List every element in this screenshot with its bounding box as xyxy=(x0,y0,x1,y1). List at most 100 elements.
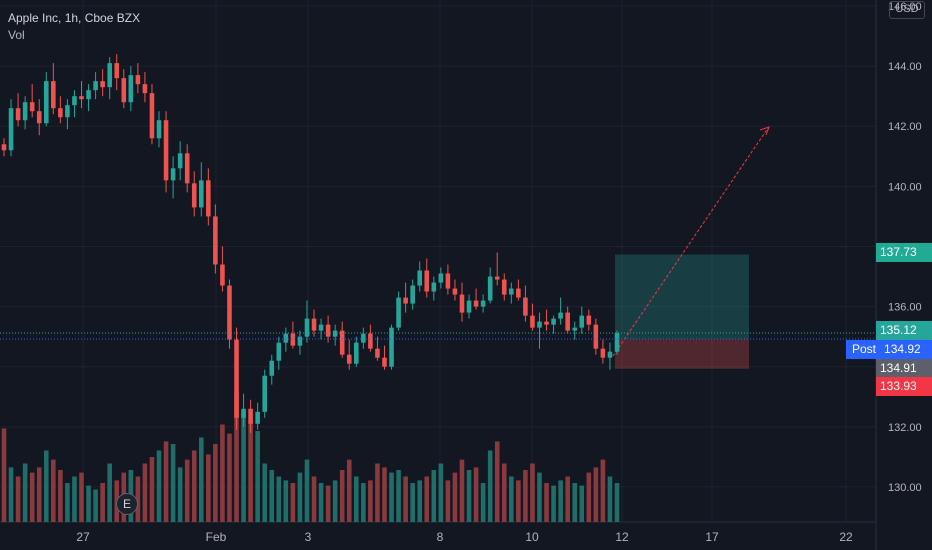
candle-body xyxy=(466,300,472,313)
candle-body xyxy=(389,327,394,367)
volume-bar xyxy=(389,472,394,522)
volume-bar xyxy=(354,476,359,522)
earnings-marker[interactable]: E xyxy=(116,493,138,515)
time-tick-label: 22 xyxy=(839,530,853,544)
candle-body xyxy=(29,102,35,112)
volume-bar xyxy=(523,470,528,522)
volume-bar xyxy=(311,476,317,522)
volume-bar xyxy=(234,392,239,522)
price-tick-label: 140.00 xyxy=(888,181,922,193)
volume-bar xyxy=(544,483,549,522)
entry-price-tag: 134.91 xyxy=(876,359,932,378)
candle-body xyxy=(509,288,514,295)
candle-body xyxy=(255,411,260,424)
volume-bar xyxy=(417,480,423,522)
loss-zone xyxy=(615,339,749,369)
candle-body xyxy=(480,300,486,307)
candle-body xyxy=(163,120,169,181)
time-tick-label: 8 xyxy=(437,530,444,544)
volume-bar xyxy=(290,483,296,522)
candle-body xyxy=(311,318,317,331)
profit-zone xyxy=(615,254,749,340)
projection-arrowhead xyxy=(759,126,770,136)
candle-body xyxy=(516,288,521,298)
candle-body xyxy=(198,180,204,208)
candle-body xyxy=(473,300,479,307)
price-lines xyxy=(0,332,876,340)
candle-body xyxy=(304,318,310,337)
candle-body xyxy=(424,270,430,292)
candle-body xyxy=(142,84,148,94)
volume-bar xyxy=(558,480,563,522)
candle-body xyxy=(86,90,91,100)
candle-body xyxy=(227,285,232,340)
post-label: Post xyxy=(852,342,877,356)
volume-bar xyxy=(51,459,56,522)
volume-bar xyxy=(29,472,35,522)
candle-body xyxy=(558,312,563,319)
price-tick-label: 146.00 xyxy=(888,1,922,13)
candle-body xyxy=(530,315,535,328)
candle-body xyxy=(297,336,303,346)
candle-body xyxy=(290,333,296,346)
volume-bar xyxy=(191,450,197,522)
time-tick-label: 10 xyxy=(525,530,539,544)
candle-body xyxy=(100,81,105,88)
volume-bar xyxy=(431,470,437,522)
candle-body xyxy=(614,333,620,352)
volume-bar xyxy=(149,457,155,522)
volume-bar xyxy=(43,450,49,522)
post-value: 134.92 xyxy=(884,342,921,356)
candle-body xyxy=(156,120,162,139)
candle-body xyxy=(417,270,423,286)
candle-body xyxy=(431,282,437,292)
candle-body xyxy=(36,111,42,124)
candle-body xyxy=(177,153,183,169)
volume-bar xyxy=(530,463,535,522)
volume-bar xyxy=(424,476,430,522)
time-tick-label: 3 xyxy=(305,530,312,544)
long-position-tool[interactable] xyxy=(612,126,770,369)
volume-bar xyxy=(269,470,275,522)
currency-selector[interactable]: USD xyxy=(889,1,925,19)
volume-bar xyxy=(382,467,387,522)
candle-body xyxy=(494,276,500,280)
volume-bar xyxy=(565,476,570,522)
volume-bar xyxy=(283,480,289,522)
candle-body xyxy=(544,321,549,325)
candle-body xyxy=(607,351,613,358)
chart-legend: Apple Inc, 1h, Cboe BZX Vol xyxy=(8,10,140,44)
volume-legend[interactable]: Vol xyxy=(8,28,25,42)
candle-body xyxy=(114,63,120,79)
volume-bars xyxy=(1,392,620,522)
candle-body xyxy=(72,96,77,106)
candle-body xyxy=(283,333,289,343)
post-market-tag: Post 134.92 xyxy=(846,340,932,359)
time-axis[interactable]: 27 Feb 3 8 10 12 17 22 xyxy=(76,530,853,544)
volume-bar xyxy=(135,476,141,522)
volume-bar xyxy=(537,472,542,522)
volume-bar xyxy=(445,480,451,522)
stop-price-tag: 133.93 xyxy=(876,377,932,396)
volume-bar xyxy=(607,476,613,522)
volume-bar xyxy=(396,470,401,522)
symbol-title[interactable]: Apple Inc, 1h, Cboe BZX xyxy=(8,11,141,25)
candle-body xyxy=(551,318,556,325)
volume-bar xyxy=(459,459,465,522)
candle-body xyxy=(128,75,134,103)
candle-body xyxy=(220,264,225,286)
volume-bar xyxy=(206,454,211,522)
volume-bar xyxy=(163,441,169,522)
price-tick-label: 142.00 xyxy=(888,121,922,133)
price-tick-label: 130.00 xyxy=(888,482,922,494)
candle-body xyxy=(121,78,127,103)
candle-body xyxy=(375,348,380,358)
time-tick-label: Feb xyxy=(206,530,227,544)
candle-body xyxy=(8,108,14,151)
candle-body xyxy=(51,81,56,109)
candle-body xyxy=(579,315,585,328)
candle-body xyxy=(262,375,267,412)
candle-body xyxy=(346,354,352,364)
candle-body xyxy=(241,408,246,418)
